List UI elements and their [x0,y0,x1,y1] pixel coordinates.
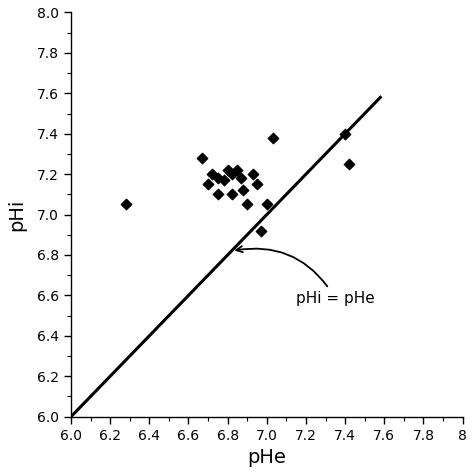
Point [345,160,353,168]
Point [122,201,129,208]
Point [228,170,236,178]
Point [341,130,349,137]
Point [199,154,206,162]
Text: pHi = pHe: pHi = pHe [236,246,375,306]
Point [249,170,257,178]
Point [208,170,216,178]
Point [214,191,222,198]
Point [253,181,261,188]
Point [237,174,245,182]
Point [239,187,247,194]
Point [228,191,236,198]
Y-axis label: pHi: pHi [7,199,26,231]
Point [263,201,271,208]
Point [234,166,241,174]
Point [224,166,231,174]
Point [269,134,276,142]
Point [257,227,264,235]
Point [220,176,228,184]
Point [214,174,222,182]
Point [244,201,251,208]
Point [204,181,212,188]
X-axis label: pHe: pHe [247,448,286,467]
